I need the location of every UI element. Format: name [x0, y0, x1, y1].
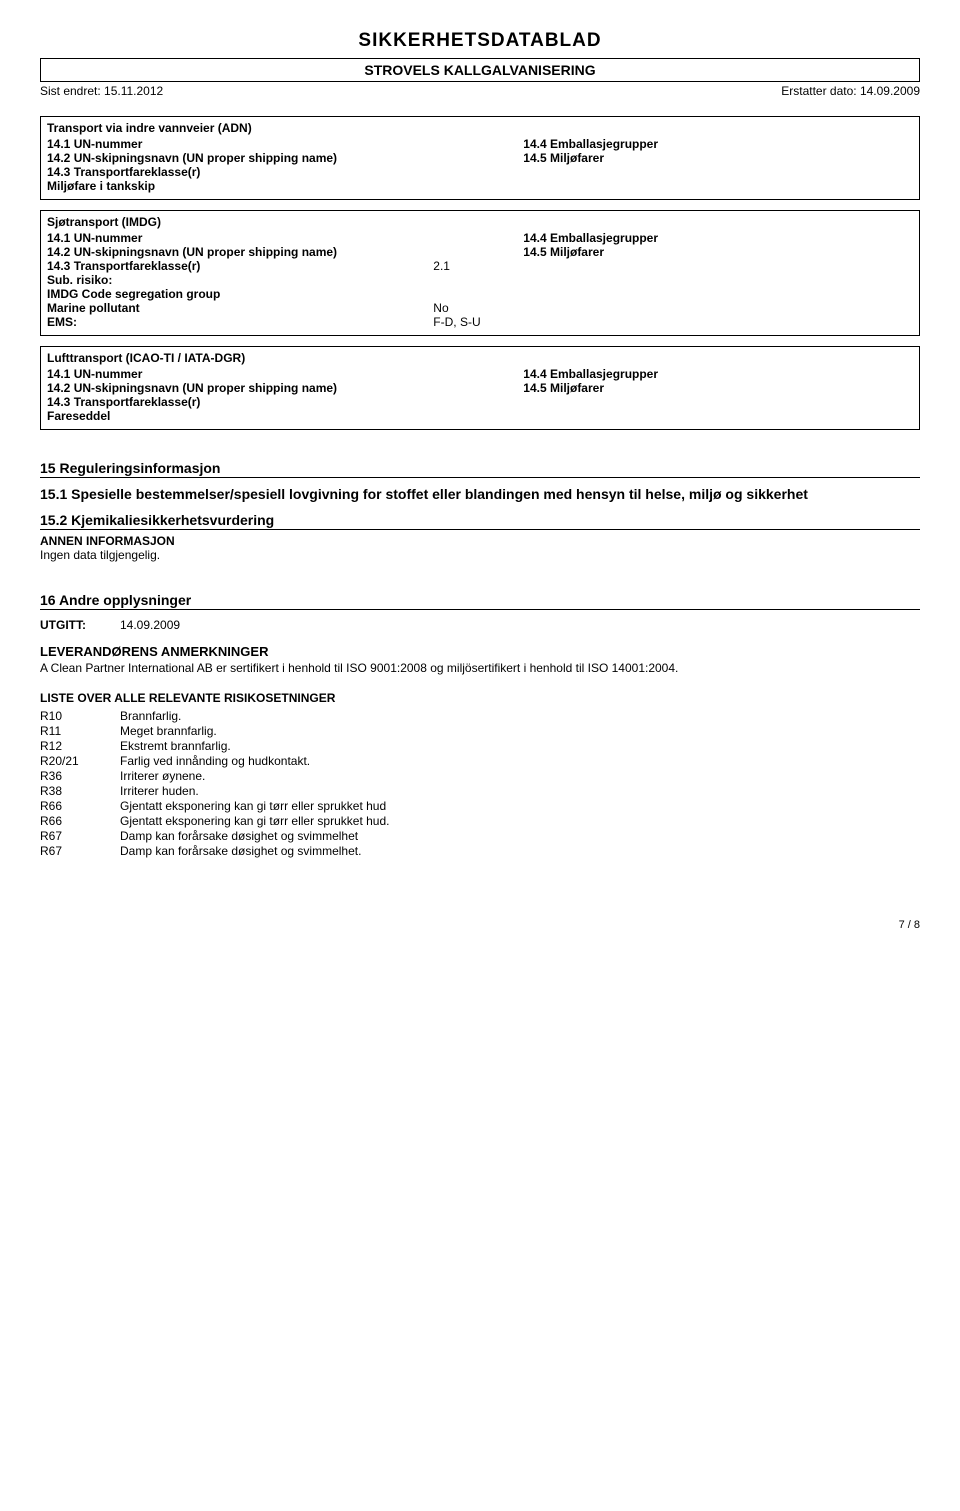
risk-text: Gjentatt eksponering kan gi tørr eller s…: [120, 799, 920, 814]
table-row: R11Meget brannfarlig.: [40, 724, 920, 739]
risk-code: R36: [40, 769, 120, 784]
risk-code: R10: [40, 709, 120, 724]
adn-ship: 14.2 UN-skipningsnavn (UN proper shippin…: [47, 151, 523, 165]
utgitt-val: 14.09.2009: [120, 618, 180, 632]
icao-env: 14.5 Miljøfarer: [523, 381, 913, 395]
risk-code: R66: [40, 799, 120, 814]
s15-title: 15 Reguleringsinformasjon: [40, 460, 920, 478]
risk-text: Ekstremt brannfarlig.: [120, 739, 920, 754]
risk-text: Damp kan forårsake døsighet og svimmelhe…: [120, 844, 920, 859]
risk-text: Irriterer øynene.: [120, 769, 920, 784]
lev-title: LEVERANDØRENS ANMERKNINGER: [40, 644, 920, 659]
s16-title: 16 Andre opplysninger: [40, 592, 920, 610]
icao-class: 14.3 Transportfareklasse(r): [47, 395, 523, 409]
replaces-date: Erstatter dato: 14.09.2009: [781, 84, 920, 98]
list-title: LISTE OVER ALLE RELEVANTE RISIKOSETNINGE…: [40, 691, 920, 705]
icao-box: Lufttransport (ICAO-TI / IATA-DGR) 14.1 …: [40, 346, 920, 430]
risk-code: R66: [40, 814, 120, 829]
icao-title: Lufttransport (ICAO-TI / IATA-DGR): [47, 351, 913, 365]
table-row: R67Damp kan forårsake døsighet og svimme…: [40, 829, 920, 844]
icao-un-num: 14.1 UN-nummer: [47, 367, 523, 381]
risk-code: R12: [40, 739, 120, 754]
imdg-mp-val: No: [433, 301, 523, 315]
adn-title: Transport via indre vannveier (ADN): [47, 121, 913, 135]
imdg-env: 14.5 Miljøfarer: [523, 245, 913, 259]
adn-un-num: 14.1 UN-nummer: [47, 137, 523, 151]
adn-box: Transport via indre vannveier (ADN) 14.1…: [40, 116, 920, 200]
risk-text: Meget brannfarlig.: [120, 724, 920, 739]
s15-none: Ingen data tilgjengelig.: [40, 548, 920, 562]
table-row: R36Irriterer øynene.: [40, 769, 920, 784]
risk-code: R67: [40, 844, 120, 859]
imdg-class-lbl: 14.3 Transportfareklasse(r): [47, 259, 433, 273]
risk-text: Irriterer huden.: [120, 784, 920, 799]
adn-env: 14.5 Miljøfarer: [523, 151, 913, 165]
icao-fare: Fareseddel: [47, 409, 523, 423]
risk-code: R11: [40, 724, 120, 739]
last-changed: Sist endret: 15.11.2012: [40, 84, 163, 98]
imdg-title: Sjøtransport (IMDG): [47, 215, 913, 229]
icao-ship: 14.2 UN-skipningsnavn (UN proper shippin…: [47, 381, 523, 395]
lev-text: A Clean Partner International AB er sert…: [40, 661, 920, 675]
table-row: R66Gjentatt eksponering kan gi tørr elle…: [40, 799, 920, 814]
imdg-seg: IMDG Code segregation group: [47, 287, 523, 301]
imdg-ship: 14.2 UN-skipningsnavn (UN proper shippin…: [47, 245, 523, 259]
s15-1: 15.1 Spesielle bestemmelser/spesiell lov…: [40, 486, 920, 502]
doc-title: SIKKERHETSDATABLAD: [40, 30, 920, 52]
imdg-class-val: 2.1: [433, 259, 523, 273]
utgitt-lbl: UTGITT:: [40, 618, 120, 632]
risk-text: Damp kan forårsake døsighet og svimmelhe…: [120, 829, 920, 844]
imdg-box: Sjøtransport (IMDG) 14.1 UN-nummer 14.2 …: [40, 210, 920, 336]
table-row: R10Brannfarlig.: [40, 709, 920, 724]
icao-pack: 14.4 Emballasjegrupper: [523, 367, 913, 381]
risk-code: R67: [40, 829, 120, 844]
imdg-sub: Sub. risiko:: [47, 273, 523, 287]
adn-class: 14.3 Transportfareklasse(r): [47, 165, 523, 179]
risk-code: R20/21: [40, 754, 120, 769]
table-row: R20/21Farlig ved innånding og hudkontakt…: [40, 754, 920, 769]
table-row: R67Damp kan forårsake døsighet og svimme…: [40, 844, 920, 859]
imdg-ems-val: F-D, S-U: [433, 315, 523, 329]
table-row: R12Ekstremt brannfarlig.: [40, 739, 920, 754]
risk-code: R38: [40, 784, 120, 799]
imdg-mp-lbl: Marine pollutant: [47, 301, 433, 315]
adn-pack: 14.4 Emballasjegrupper: [523, 137, 913, 151]
table-row: R38Irriterer huden.: [40, 784, 920, 799]
s15-annen: ANNEN INFORMASJON: [40, 534, 920, 548]
doc-subtitle: STROVELS KALLGALVANISERING: [40, 58, 920, 82]
imdg-ems-lbl: EMS:: [47, 315, 433, 329]
risk-text: Farlig ved innånding og hudkontakt.: [120, 754, 920, 769]
table-row: R66Gjentatt eksponering kan gi tørr elle…: [40, 814, 920, 829]
risk-text: Gjentatt eksponering kan gi tørr eller s…: [120, 814, 920, 829]
risk-text: Brannfarlig.: [120, 709, 920, 724]
imdg-un-num: 14.1 UN-nummer: [47, 231, 523, 245]
imdg-pack: 14.4 Emballasjegrupper: [523, 231, 913, 245]
page-number: 7 / 8: [40, 919, 920, 931]
s15-2: 15.2 Kjemikaliesikkerhetsvurdering: [40, 512, 920, 530]
adn-tank: Miljøfare i tankskip: [47, 179, 523, 193]
risk-table: R10Brannfarlig.R11Meget brannfarlig.R12E…: [40, 709, 920, 859]
